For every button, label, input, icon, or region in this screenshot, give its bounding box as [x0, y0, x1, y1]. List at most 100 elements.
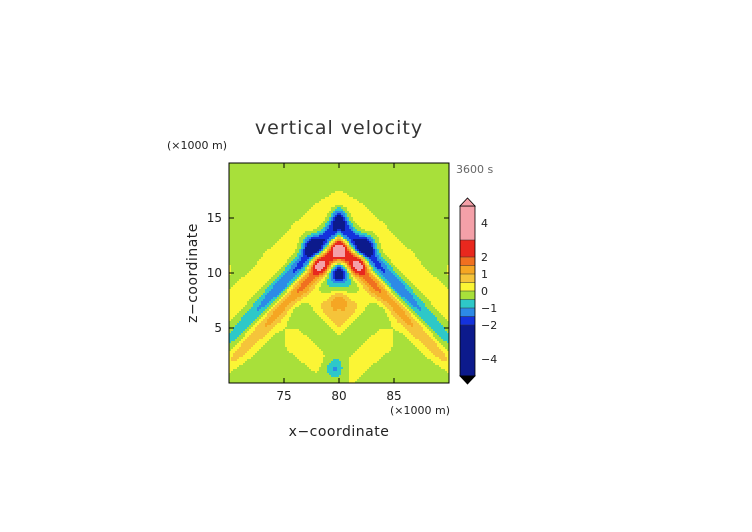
heatmap-cell [317, 251, 320, 254]
heatmap-cell [263, 169, 266, 172]
heatmap-cell [321, 251, 324, 254]
heatmap-cell [415, 223, 418, 226]
heatmap-cell [411, 239, 414, 242]
heatmap-cell [291, 239, 294, 242]
heatmap-cell [421, 219, 424, 222]
heatmap-cell [287, 201, 290, 204]
heatmap-cell [359, 251, 362, 254]
heatmap-cell [327, 189, 330, 192]
heatmap-cell [361, 181, 364, 184]
heatmap-cell [321, 173, 324, 176]
heatmap-cell [241, 173, 244, 176]
heatmap-cell [407, 165, 410, 168]
heatmap-cell [239, 207, 242, 210]
heatmap-cell [365, 251, 368, 254]
heatmap-cell [327, 193, 330, 196]
heatmap-cell [407, 215, 410, 218]
heatmap-cell [379, 225, 382, 228]
heatmap-cell [343, 231, 346, 234]
heatmap-cell [309, 215, 312, 218]
heatmap-cell [389, 219, 392, 222]
heatmap-cell [249, 199, 252, 202]
heatmap-cell [423, 247, 426, 250]
heatmap-cell [229, 251, 232, 254]
heatmap-cell [445, 189, 448, 192]
heatmap-cell [339, 227, 342, 230]
heatmap-cell [285, 235, 288, 238]
heatmap-cell [427, 171, 430, 174]
heatmap-cell [389, 165, 392, 168]
heatmap-cell [239, 201, 242, 204]
heatmap-cell [289, 231, 292, 234]
heatmap-cell [301, 225, 304, 228]
heatmap-cell [331, 213, 334, 216]
heatmap-cell [327, 169, 330, 172]
heatmap-cell [433, 219, 436, 222]
heatmap-cell [229, 201, 232, 204]
heatmap-cell [319, 227, 322, 230]
heatmap-cell [377, 201, 380, 204]
heatmap-cell [269, 169, 272, 172]
heatmap-cell [291, 193, 294, 196]
heatmap-cell [395, 233, 398, 236]
heatmap-cell [329, 221, 332, 224]
heatmap-cell [261, 185, 264, 188]
heatmap-cell [411, 183, 414, 186]
heatmap-cell [281, 173, 284, 176]
heatmap-cell [439, 179, 442, 182]
heatmap-cell [335, 233, 338, 236]
heatmap-cell [371, 221, 374, 224]
heatmap-cell [313, 197, 316, 200]
heatmap-cell [313, 177, 316, 180]
heatmap-cell [331, 237, 334, 240]
heatmap-cell [413, 171, 416, 174]
heatmap-cell [301, 177, 304, 180]
heatmap-cell [317, 235, 320, 238]
heatmap-cell [365, 237, 368, 240]
heatmap-cell [347, 225, 350, 228]
heatmap-cell [375, 195, 378, 198]
heatmap-cell [431, 241, 434, 244]
heatmap-cell [261, 175, 264, 178]
heatmap-cell [409, 197, 412, 200]
heatmap-cell [233, 213, 236, 216]
heatmap-cell [267, 217, 270, 220]
heatmap-cell [293, 181, 296, 184]
heatmap-cell [233, 225, 236, 228]
heatmap-cell [289, 173, 292, 176]
heatmap-cell [323, 197, 326, 200]
heatmap-cell [391, 189, 394, 192]
heatmap-cell [345, 171, 348, 174]
heatmap-cell [435, 197, 438, 200]
heatmap-cell [235, 251, 238, 254]
heatmap-cell [287, 241, 290, 244]
heatmap-cell [327, 237, 330, 240]
heatmap-cell [377, 219, 380, 222]
heatmap-cell [435, 227, 438, 230]
heatmap-cell [435, 223, 438, 226]
heatmap-cell [365, 167, 368, 170]
heatmap-cell [251, 223, 254, 226]
heatmap-cell [411, 171, 414, 174]
heatmap-cell [257, 177, 260, 180]
heatmap-cell [285, 211, 288, 214]
heatmap-cell [329, 247, 332, 250]
heatmap-cell [281, 239, 284, 242]
heatmap-cell [411, 231, 414, 234]
heatmap-cell [291, 205, 294, 208]
heatmap-cell [419, 211, 422, 214]
heatmap-cell [277, 179, 280, 182]
heatmap-cell [331, 195, 334, 198]
heatmap-cell [339, 199, 342, 202]
heatmap-cell [337, 165, 340, 168]
heatmap-cell [419, 181, 422, 184]
heatmap-cell [433, 243, 436, 246]
heatmap-cell [421, 241, 424, 244]
heatmap-cell [233, 249, 236, 252]
heatmap-cell [273, 183, 276, 186]
heatmap-cell [347, 179, 350, 182]
heatmap-cell [431, 237, 434, 240]
heatmap-cell [407, 185, 410, 188]
heatmap-cell [319, 187, 322, 190]
heatmap-cell [407, 251, 410, 254]
